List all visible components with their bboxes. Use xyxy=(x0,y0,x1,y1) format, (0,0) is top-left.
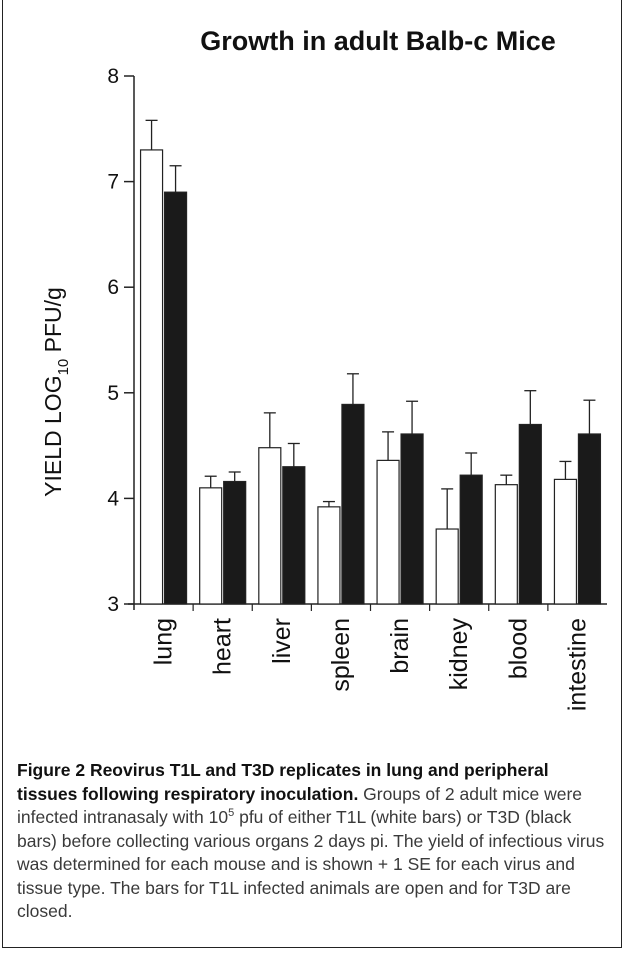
bar-t1l-blood xyxy=(494,484,518,605)
bar-t1l-intestine xyxy=(553,478,578,605)
y-tick-label: 5 xyxy=(107,382,119,405)
bar-t1l-spleen xyxy=(317,506,341,605)
bar-t3d-spleen xyxy=(341,403,365,605)
chart-title: Growth in adult Balb-c Mice xyxy=(200,26,556,56)
bar-t3d-heart xyxy=(223,480,247,605)
x-tick-label-heart: heart xyxy=(209,618,237,675)
caption-superscript: 5 xyxy=(228,807,235,820)
y-tick-label: 7 xyxy=(107,171,119,194)
figure-frame: Growth in adult Balb-c Mice YIELD LOG10 … xyxy=(2,0,622,948)
caption-title: Reovirus T1L and T3D replicates in lung … xyxy=(17,760,549,804)
y-axis-label-main: YIELD LOG xyxy=(40,375,66,496)
bar-t1l-heart xyxy=(199,487,223,605)
bar-chart: Growth in adult Balb-c Mice YIELD LOG10 … xyxy=(40,26,607,711)
bar-t1l-lung xyxy=(139,149,164,605)
y-axis-label-unit: PFU/g xyxy=(40,287,66,359)
caption-text-start: Groups of 2 adult mice were infected int… xyxy=(17,783,583,828)
bar-t3d-liver xyxy=(282,466,306,605)
y-tick-label: 3 xyxy=(107,593,119,616)
bar-t1l-liver xyxy=(258,447,282,605)
y-tick-label: 6 xyxy=(107,276,119,299)
bar-t3d-lung xyxy=(163,191,188,605)
bar-t3d-intestine xyxy=(577,433,602,605)
x-tick-label-lung: lung xyxy=(150,618,178,665)
bar-t3d-kidney xyxy=(459,474,483,605)
y-tick-label: 4 xyxy=(107,487,119,510)
y-axis-label: YIELD LOG10 PFU/g xyxy=(40,287,72,497)
plot-area: 3 4 5 6 7 8 lung heart liver spleen brain kidney blo… xyxy=(107,65,607,711)
caption-figure-label: Figure 2 xyxy=(17,760,86,780)
y-axis-label-subscript: 10 xyxy=(55,359,72,376)
x-tick-label-kidney: kidney xyxy=(445,618,473,691)
x-tick-label-spleen: spleen xyxy=(327,618,355,692)
figure-caption: Figure 2 Reovirus T1L and T3D replicates… xyxy=(17,759,611,924)
x-tick-label-liver: liver xyxy=(268,618,296,664)
x-tick-label-blood: blood xyxy=(504,618,532,679)
bar-t3d-brain xyxy=(400,433,424,605)
bar-t1l-kidney xyxy=(435,528,459,605)
bar-t3d-blood xyxy=(518,423,542,605)
x-tick-label-brain: brain xyxy=(386,618,414,674)
bar-t1l-brain xyxy=(376,459,400,605)
x-tick-label-intestine: intestine xyxy=(563,618,591,711)
caption-text-end: pfu of either T1L (white bars) or T3D (b… xyxy=(17,807,605,921)
y-tick-label: 8 xyxy=(107,65,119,88)
